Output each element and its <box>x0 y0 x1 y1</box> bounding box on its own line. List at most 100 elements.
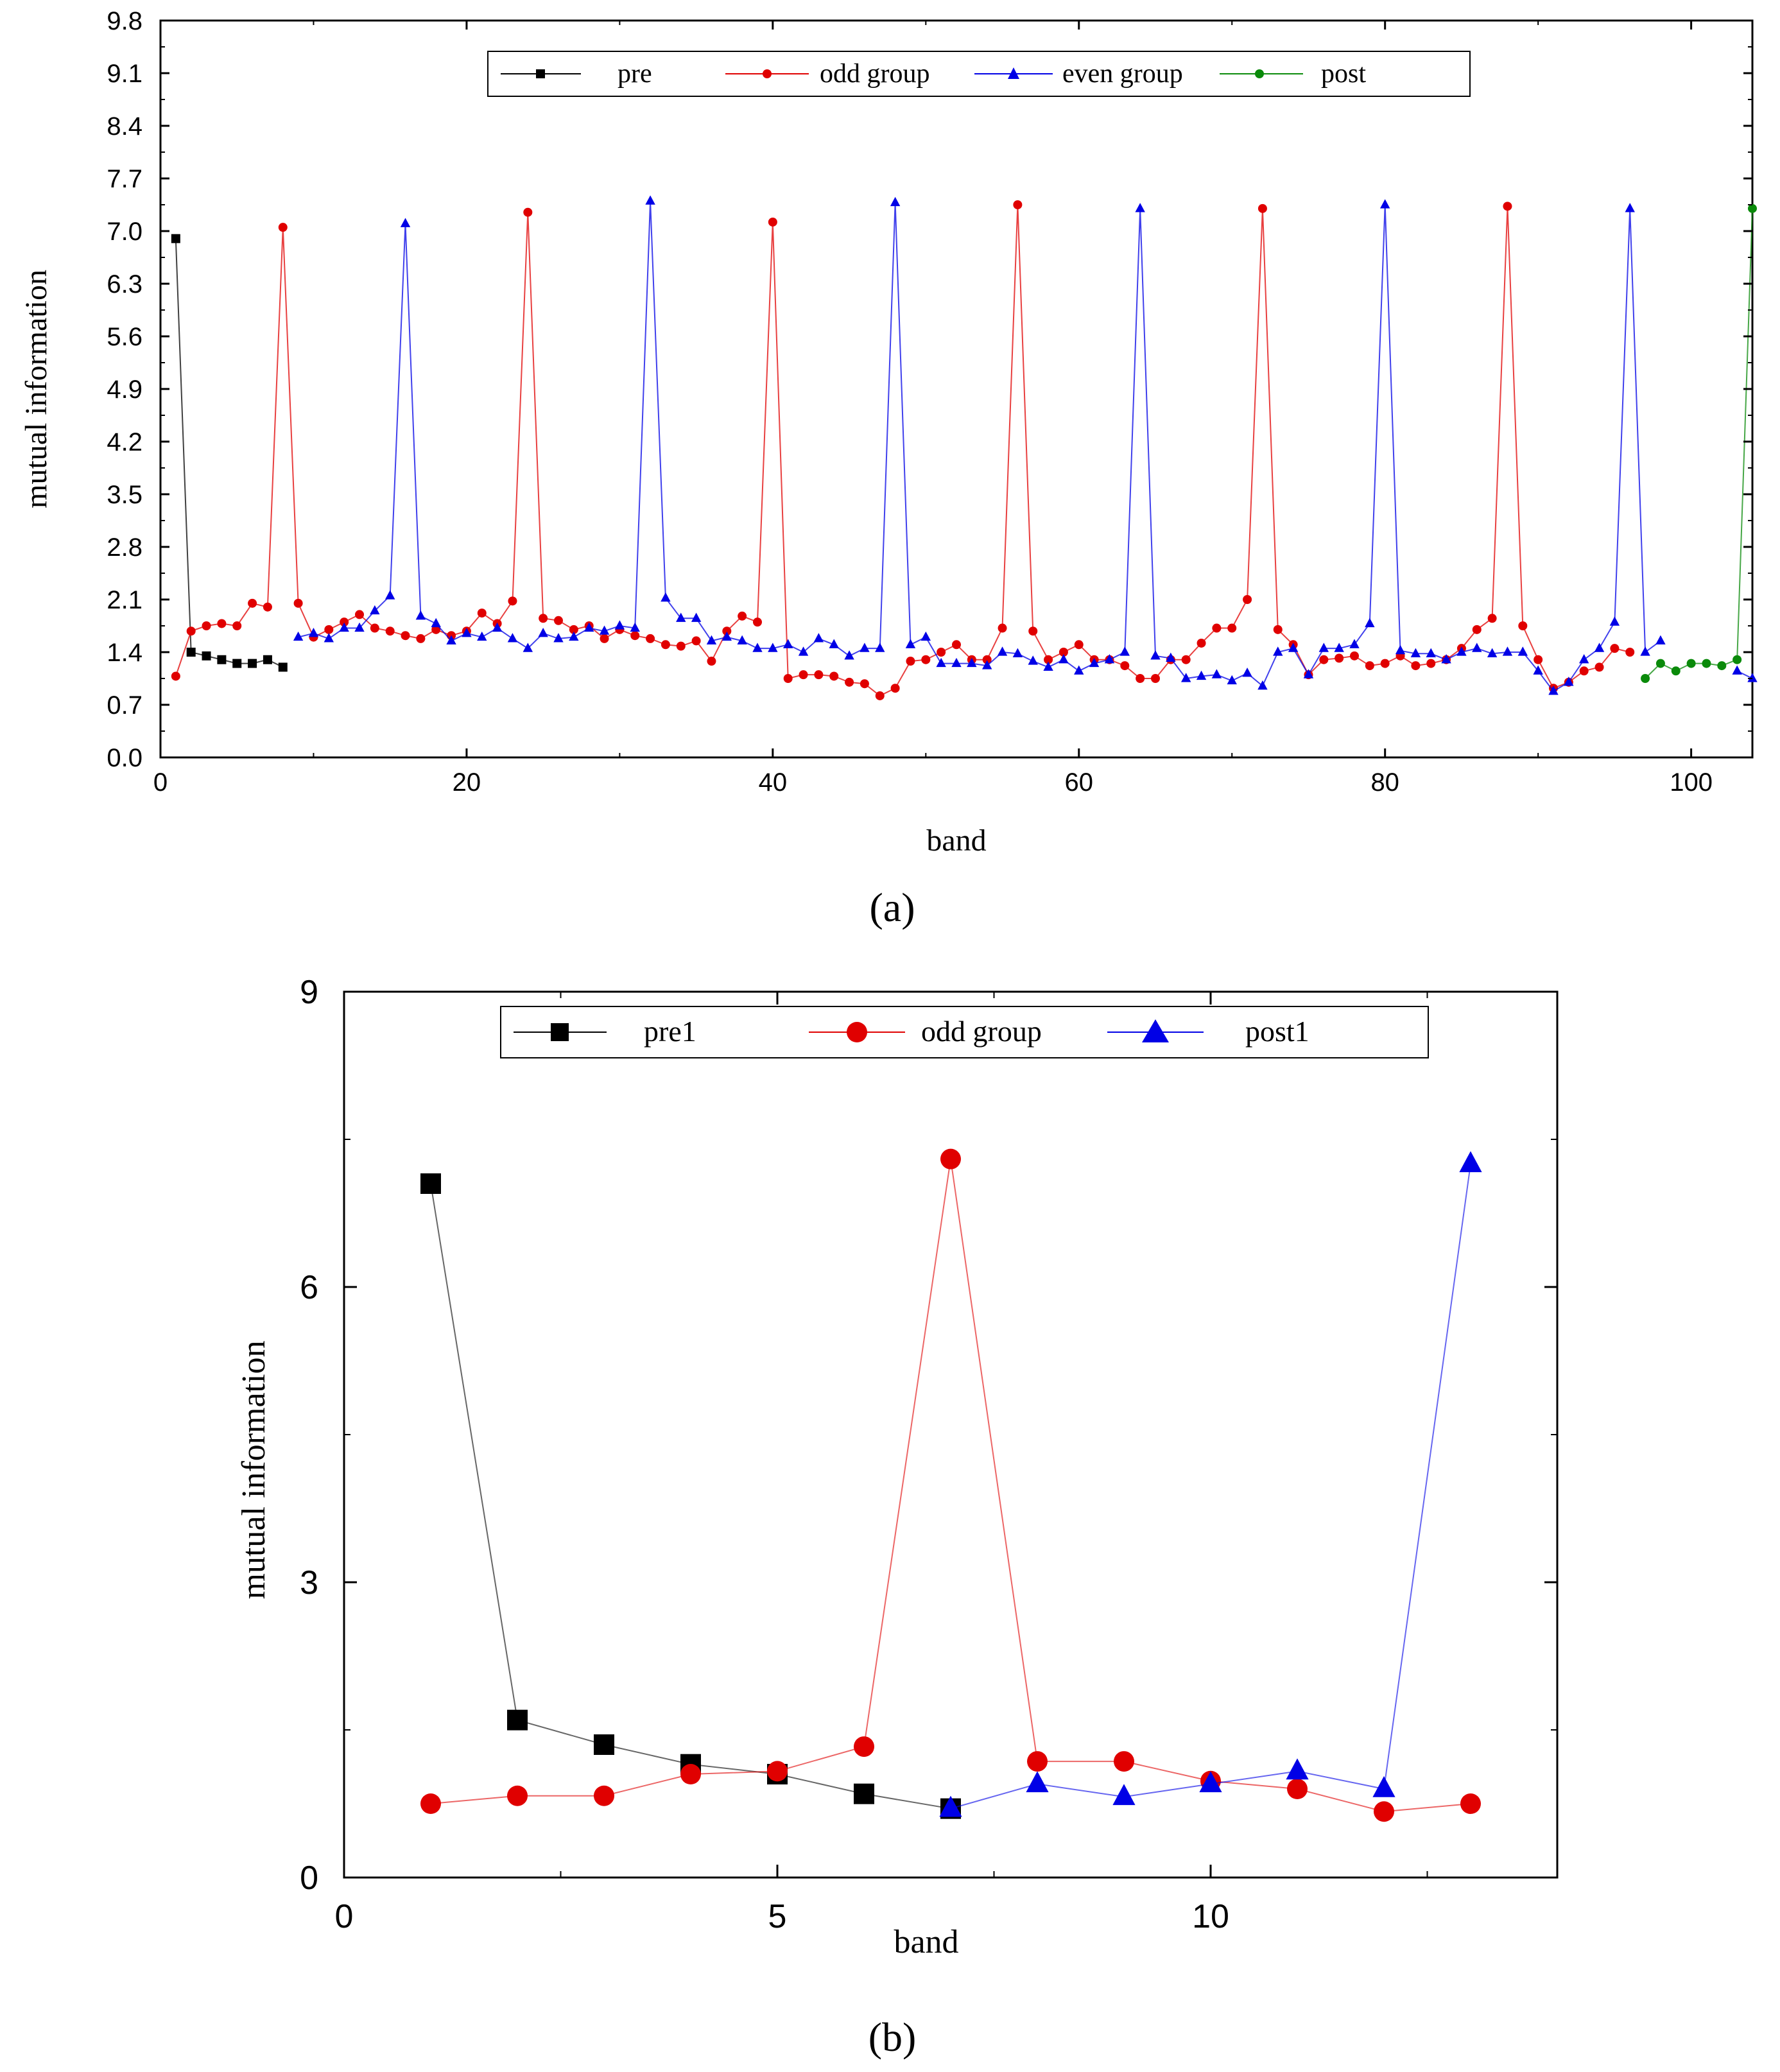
panel-a: 0.0 0.7 1.4 2.1 2.8 3.5 4.2 4.9 5.6 6.3 7.0 7.7 8.4 9… <box>19 7 1758 930</box>
data-point <box>860 643 870 652</box>
data-point <box>420 1173 441 1194</box>
y-tick-label: 4.2 <box>107 428 143 456</box>
series-pre <box>171 234 288 672</box>
data-point <box>1120 661 1130 671</box>
data-point <box>462 627 472 637</box>
data-point <box>446 635 456 645</box>
legend-label-pre1: pre1 <box>644 1015 696 1048</box>
data-point <box>691 612 702 622</box>
data-point <box>600 634 609 643</box>
data-point <box>951 657 962 668</box>
series-odd-group <box>420 1148 1481 1822</box>
x-tick-label: 80 <box>1370 768 1399 797</box>
data-point <box>492 622 503 632</box>
data-point <box>507 1785 528 1806</box>
data-point <box>890 684 900 693</box>
data-point <box>1318 643 1329 652</box>
data-point <box>1655 635 1666 645</box>
data-point <box>1579 666 1589 676</box>
data-point <box>263 655 272 664</box>
data-point <box>768 643 778 652</box>
y-tick-label: 7.7 <box>107 165 143 193</box>
data-point <box>1533 665 1543 675</box>
data-point <box>875 691 885 700</box>
data-point <box>1150 650 1161 660</box>
data-point <box>1655 659 1665 668</box>
legend-marker-even <box>1008 67 1019 79</box>
data-point <box>594 1734 614 1755</box>
data-point <box>799 670 808 680</box>
data-point <box>1594 662 1604 672</box>
data-point <box>1287 1779 1308 1799</box>
data-point <box>814 670 824 680</box>
series-line <box>298 201 1661 693</box>
data-point <box>997 646 1008 656</box>
data-point <box>1395 644 1406 655</box>
data-point <box>1119 646 1130 656</box>
legend-marker-odd-b <box>847 1022 867 1042</box>
data-point <box>400 218 411 227</box>
data-point <box>854 1783 874 1804</box>
data-point <box>1058 648 1068 657</box>
x-tick-label: 10 <box>1192 1898 1229 1935</box>
data-point <box>1702 659 1711 668</box>
data-point <box>752 643 763 652</box>
series-line <box>1645 208 1753 679</box>
x-tick-label: 5 <box>768 1898 787 1935</box>
legend-a: pre odd group even group post <box>487 51 1471 97</box>
data-point <box>1487 614 1497 623</box>
data-point <box>1074 640 1084 650</box>
data-point <box>1640 646 1650 656</box>
data-point <box>921 655 931 664</box>
data-point <box>278 662 288 672</box>
data-point <box>248 598 257 608</box>
data-point <box>844 650 854 660</box>
data-point <box>1472 625 1482 634</box>
data-point <box>1028 655 1038 665</box>
data-point <box>680 1764 701 1784</box>
data-point <box>782 639 793 648</box>
data-point <box>646 634 655 643</box>
data-point <box>1074 665 1084 675</box>
y-tick-label: 0.0 <box>107 744 143 772</box>
data-point <box>1426 659 1436 668</box>
data-point <box>340 617 349 627</box>
data-point <box>415 610 426 620</box>
data-point <box>1732 655 1742 664</box>
data-point <box>354 622 365 632</box>
data-point <box>523 207 533 217</box>
data-point <box>920 631 931 641</box>
data-point <box>477 609 487 618</box>
data-point <box>890 196 901 207</box>
data-point <box>1534 655 1543 664</box>
data-point <box>293 598 303 608</box>
data-point <box>594 1785 614 1806</box>
legend-marker-odd <box>763 69 772 78</box>
data-point <box>554 616 563 625</box>
data-point <box>1013 200 1023 209</box>
data-point <box>1548 686 1559 695</box>
data-point <box>1564 677 1574 686</box>
data-point <box>186 626 196 636</box>
data-point <box>738 611 747 621</box>
data-point <box>630 622 640 632</box>
data-point <box>939 1795 962 1817</box>
data-point <box>308 627 319 637</box>
data-point <box>1104 653 1115 664</box>
data-point <box>952 640 961 650</box>
y-tick-label: 4.9 <box>107 376 143 404</box>
data-point <box>538 627 548 637</box>
data-point <box>370 605 380 615</box>
data-point <box>248 659 257 668</box>
data-point <box>1641 674 1650 683</box>
data-point <box>1012 648 1023 657</box>
data-point <box>1058 653 1069 664</box>
data-point <box>1349 639 1360 648</box>
data-point <box>508 596 517 606</box>
data-point <box>1028 626 1038 636</box>
data-point <box>829 671 839 681</box>
legend-marker-post1 <box>1142 1019 1169 1042</box>
data-point <box>1732 665 1742 675</box>
data-point <box>967 657 977 668</box>
data-point <box>202 621 211 630</box>
